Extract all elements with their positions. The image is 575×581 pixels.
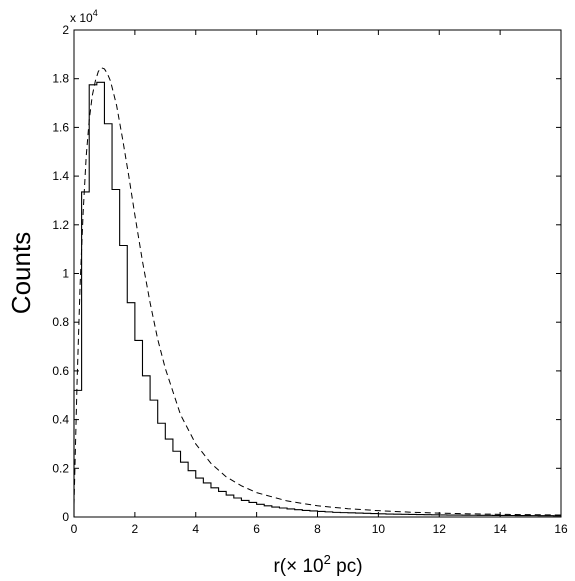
histogram-steps <box>73 81 561 517</box>
x-axis-label-suffix: pc) <box>331 556 363 577</box>
x-tick-label: 12 <box>433 522 447 536</box>
fit-curve-line <box>73 67 562 516</box>
y-tick-label: 1 <box>62 267 69 281</box>
y-tick-label: 2 <box>62 23 69 37</box>
y-multiplier-base: x 10 <box>70 11 93 25</box>
y-tick-label: 1.8 <box>52 72 69 86</box>
y-tick-label: 0.4 <box>52 413 69 427</box>
x-axis-label: r(× 102 pc) <box>273 552 362 577</box>
y-multiplier-label: x 104 <box>70 8 98 25</box>
x-tick-label: 16 <box>554 522 568 536</box>
x-tick-label: 0 <box>71 522 78 536</box>
x-tick-label: 4 <box>192 522 199 536</box>
y-tick-label: 0.6 <box>52 364 69 378</box>
x-tick-label: 10 <box>372 522 386 536</box>
y-tick-label: 1.4 <box>52 169 69 183</box>
x-axis-label-superscript: 2 <box>324 552 331 567</box>
x-tick-label: 6 <box>253 522 260 536</box>
histogram-series <box>73 81 561 517</box>
y-tick-label: 1.6 <box>52 120 69 134</box>
fit-curve-series <box>73 67 562 516</box>
y-tick-label: 0 <box>62 510 69 524</box>
x-tick-label: 8 <box>314 522 321 536</box>
y-axis-ticks: 0 0.2 0.4 0.6 0.8 1 1.2 1.4 1.6 1.8 2 <box>52 23 561 524</box>
x-tick-label: 2 <box>132 522 139 536</box>
y-axis-label: Counts <box>6 232 36 314</box>
y-tick-label: 0.8 <box>52 315 69 329</box>
x-axis-label-prefix: r(× 10 <box>273 556 323 577</box>
y-tick-label: 1.2 <box>52 218 69 232</box>
y-multiplier-exponent: 4 <box>93 8 98 18</box>
y-tick-label: 0.2 <box>52 461 69 475</box>
x-tick-label: 14 <box>493 522 507 536</box>
plot-frame <box>73 29 562 518</box>
